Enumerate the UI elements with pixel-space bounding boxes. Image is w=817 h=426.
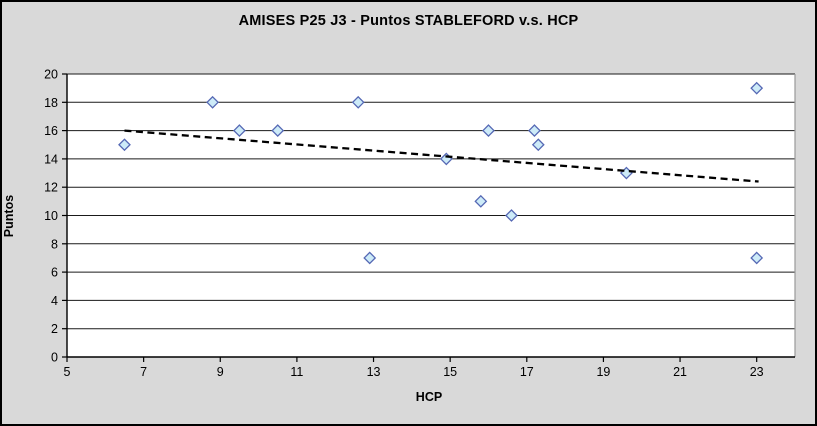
chart-title: AMISES P25 J3 - Puntos STABLEFORD v.s. H… [238, 13, 579, 29]
data-point-marker [750, 81, 764, 95]
data-point-marker [206, 95, 220, 109]
x-tick-label: 13 [367, 365, 381, 379]
trendline [124, 129, 759, 183]
y-axis-title: Puntos [2, 194, 16, 238]
y-tick-label: 0 [51, 351, 58, 365]
data-point-marker [528, 124, 541, 138]
x-tick-label: 15 [443, 365, 457, 379]
y-tick-label: 10 [44, 209, 58, 223]
data-point-marker [363, 251, 377, 265]
data-point-marker [474, 194, 488, 208]
x-tick-label: 11 [290, 365, 303, 379]
y-tick-label: 18 [44, 96, 58, 110]
x-tick-label: 23 [750, 365, 764, 379]
x-tick-label: 5 [64, 365, 71, 379]
x-tick-label: 19 [596, 365, 610, 379]
x-tick-label: 21 [673, 365, 687, 379]
data-point-marker [482, 124, 495, 138]
data-point-marker [750, 251, 764, 265]
y-tick-label: 6 [51, 266, 58, 280]
x-tick-label: 7 [140, 365, 147, 379]
y-tick-label: 2 [51, 322, 58, 336]
data-point-marker [271, 124, 285, 138]
y-tick-label: 4 [51, 294, 58, 308]
data-point-marker [531, 138, 545, 152]
data-point-marker [505, 209, 518, 222]
y-tick-label: 14 [44, 152, 58, 166]
data-point-marker [118, 138, 131, 152]
data-point-marker [233, 124, 246, 138]
y-tick-label: 16 [44, 124, 58, 138]
y-tick-label: 8 [51, 237, 58, 251]
data-point-marker [351, 95, 365, 109]
y-tick-label: 12 [44, 181, 58, 195]
x-tick-label: 17 [520, 365, 534, 379]
x-tick-label: 9 [217, 365, 224, 379]
y-tick-label: 20 [44, 68, 58, 82]
x-axis-title: HCP [415, 390, 443, 404]
